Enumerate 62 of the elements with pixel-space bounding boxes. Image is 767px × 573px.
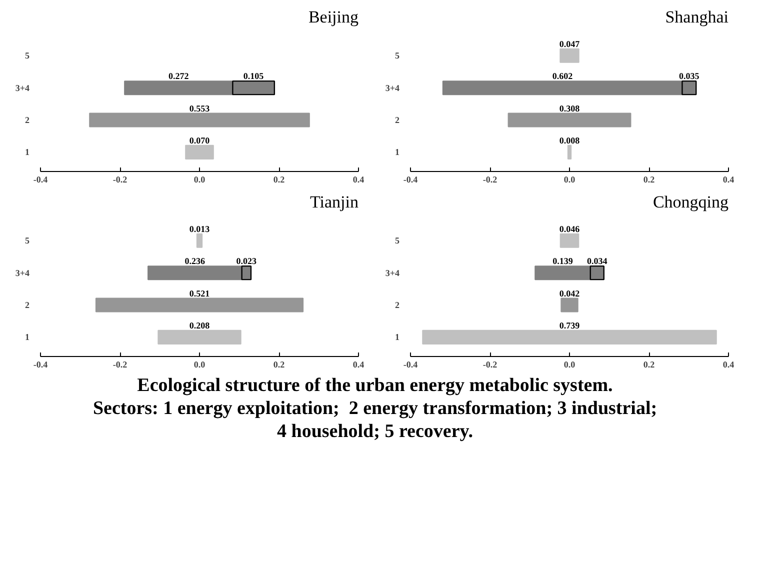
x-tick-label: -0.2 [482,174,498,184]
data-label: 0.047 [559,38,580,49]
x-tick-label: -0.4 [403,360,418,370]
data-label: 0.013 [189,224,210,234]
x-tick-label: -0.2 [112,360,128,370]
x-tick-label: 0.0 [564,174,576,184]
y-tick-label: 1 [395,332,400,342]
data-label: 0.046 [559,224,580,234]
x-tick-label: 0.0 [564,360,576,370]
chart-title: Tianjin [310,192,359,212]
chart-title: Shanghai [665,8,729,26]
data-label: 0.035 [679,71,700,82]
y-tick-label: 2 [395,115,400,126]
y-tick-label: 5 [25,236,30,246]
y-tick-label: 2 [25,300,30,310]
y-tick-label: 2 [395,300,400,310]
data-label: 0.105 [243,71,264,82]
data-label: 0.521 [189,288,210,298]
data-label: 0.739 [559,320,580,330]
y-tick-label: 5 [395,236,400,246]
x-tick-label: 0.0 [194,360,206,370]
text: Ecological structure of the urban energy metabolic system. [137,375,613,396]
x-tick-label: 0.2 [643,174,656,184]
x-tick-label: 0.4 [722,360,735,370]
x-tick-label: -0.4 [403,174,418,184]
y-tick-label: 1 [395,147,400,158]
text: 4 household; 5 recovery. [277,420,473,442]
y-tick-label: 5 [25,50,30,61]
y-tick-label: 3+4 [385,82,400,93]
data-label: 0.308 [559,103,580,114]
y-tick-label: 1 [25,147,30,158]
y-tick-label: 5 [395,50,400,61]
x-tick-label: 0.2 [273,174,286,184]
x-tick-label: 0.4 [352,174,365,184]
data-label: 0.553 [189,103,210,114]
x-tick-label: -0.4 [33,174,48,184]
chart-title: Beijing [308,8,359,26]
data-label: 0.070 [189,136,210,146]
data-label: 0.008 [559,136,580,146]
y-tick-label: 3+4 [15,82,30,93]
chart-title: Chongqing [652,192,729,212]
data-label: 0.602 [552,71,574,82]
x-tick-label: 0.0 [194,174,206,184]
x-tick-label: 0.2 [273,360,286,370]
y-tick-label: 1 [25,332,30,342]
data-label: 0.034 [587,256,608,266]
y-tick-label: 3+4 [385,268,400,278]
data-label: 0.042 [559,288,580,298]
x-tick-label: 0.4 [352,360,365,370]
x-tick-label: 0.4 [722,174,735,184]
data-label: 0.023 [236,256,258,266]
x-tick-label: -0.2 [112,174,128,184]
data-label: 0.139 [552,256,574,266]
x-tick-label: -0.2 [482,360,498,370]
text: Sectors: 1 energy exploitation; 2 energy transformation; 3 industrial; [92,398,658,419]
y-tick-label: 3+4 [15,268,30,278]
y-tick-label: 2 [25,115,30,126]
x-tick-label: 0.2 [643,360,656,370]
x-tick-label: -0.4 [33,360,48,370]
data-label: 0.236 [184,256,206,266]
data-label: 0.272 [168,71,190,82]
data-label: 0.208 [189,320,210,330]
